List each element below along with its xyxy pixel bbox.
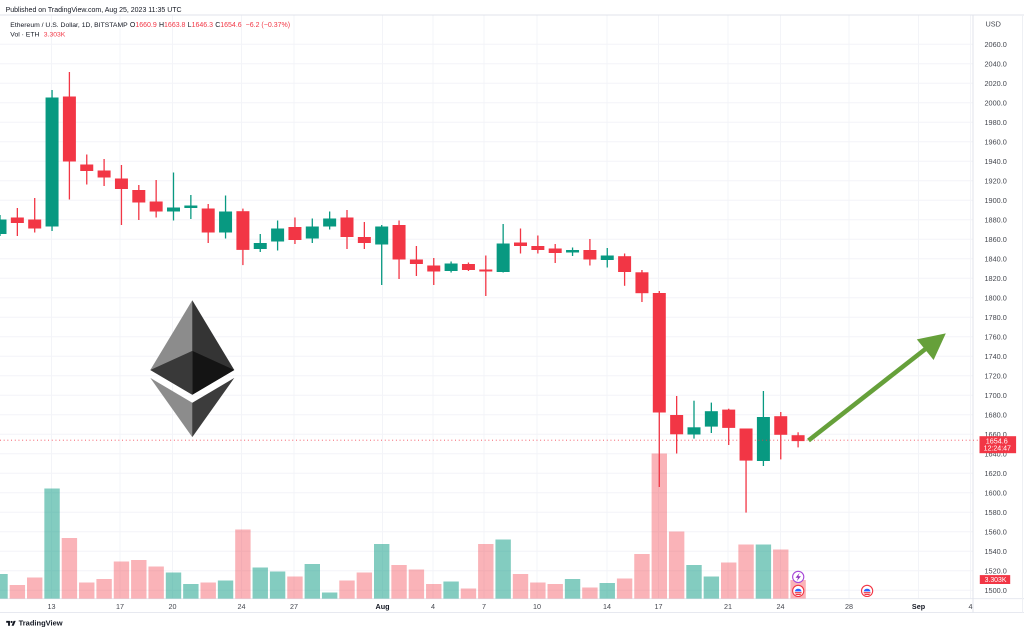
svg-text:1980.0: 1980.0 (985, 118, 1007, 127)
svg-text:1620.0: 1620.0 (985, 469, 1007, 478)
svg-text:Vol · ETH: Vol · ETH (10, 32, 39, 39)
svg-text:27: 27 (290, 602, 298, 611)
svg-text:1700.0: 1700.0 (985, 391, 1007, 400)
svg-text:1540.0: 1540.0 (985, 547, 1007, 556)
svg-text:14: 14 (603, 602, 611, 611)
svg-text:Ethereum / U.S. Dollar, 1D, BI: Ethereum / U.S. Dollar, 1D, BITSTAMP (10, 22, 128, 29)
svg-text:1600.0: 1600.0 (985, 488, 1007, 497)
svg-text:24: 24 (777, 602, 785, 611)
svg-text:3.303K: 3.303K (985, 577, 1007, 584)
svg-text:TradingView: TradingView (19, 618, 63, 627)
svg-text:1800.0: 1800.0 (985, 293, 1007, 302)
svg-text:12:24:47: 12:24:47 (984, 446, 1011, 453)
svg-text:2060.0: 2060.0 (985, 40, 1007, 49)
svg-text:USD: USD (986, 19, 1001, 28)
svg-text:4: 4 (431, 602, 435, 611)
svg-text:20: 20 (169, 602, 177, 611)
svg-text:1880.0: 1880.0 (985, 215, 1007, 224)
svg-text:1760.0: 1760.0 (985, 332, 1007, 341)
svg-text:1720.0: 1720.0 (985, 371, 1007, 380)
svg-text:Aug: Aug (376, 602, 390, 611)
svg-text:1640.0: 1640.0 (985, 449, 1007, 458)
svg-text:1660.0: 1660.0 (985, 430, 1007, 439)
svg-text:2000.0: 2000.0 (985, 98, 1007, 107)
svg-text:1820.0: 1820.0 (985, 274, 1007, 283)
svg-text:10: 10 (533, 602, 541, 611)
svg-text:7: 7 (482, 602, 486, 611)
svg-text:2020.0: 2020.0 (985, 79, 1007, 88)
svg-text:24: 24 (238, 602, 246, 611)
svg-text:1740.0: 1740.0 (985, 352, 1007, 361)
svg-text:1920.0: 1920.0 (985, 176, 1007, 185)
svg-text:3.303K: 3.303K (44, 32, 66, 39)
svg-text:1520.0: 1520.0 (985, 566, 1007, 575)
svg-text:2040.0: 2040.0 (985, 59, 1007, 68)
svg-text:1580.0: 1580.0 (985, 508, 1007, 517)
svg-text:28: 28 (845, 602, 853, 611)
svg-text:1500.0: 1500.0 (985, 586, 1007, 595)
svg-text:1960.0: 1960.0 (985, 137, 1007, 146)
svg-text:1940.0: 1940.0 (985, 157, 1007, 166)
svg-text:1560.0: 1560.0 (985, 527, 1007, 536)
svg-text:Sep: Sep (912, 602, 926, 611)
svg-text:4: 4 (969, 602, 973, 611)
svg-text:1860.0: 1860.0 (985, 235, 1007, 244)
svg-text:1900.0: 1900.0 (985, 196, 1007, 205)
svg-text:1680.0: 1680.0 (985, 410, 1007, 419)
svg-text:17: 17 (655, 602, 663, 611)
svg-text:21: 21 (724, 602, 732, 611)
svg-text:1654.6: 1654.6 (986, 436, 1008, 445)
svg-text:17: 17 (116, 602, 124, 611)
svg-text:13: 13 (48, 602, 56, 611)
svg-text:1780.0: 1780.0 (985, 313, 1007, 322)
svg-text:Published on TradingView.com,: Published on TradingView.com, Aug 25, 20… (6, 7, 182, 14)
svg-text:1840.0: 1840.0 (985, 254, 1007, 263)
